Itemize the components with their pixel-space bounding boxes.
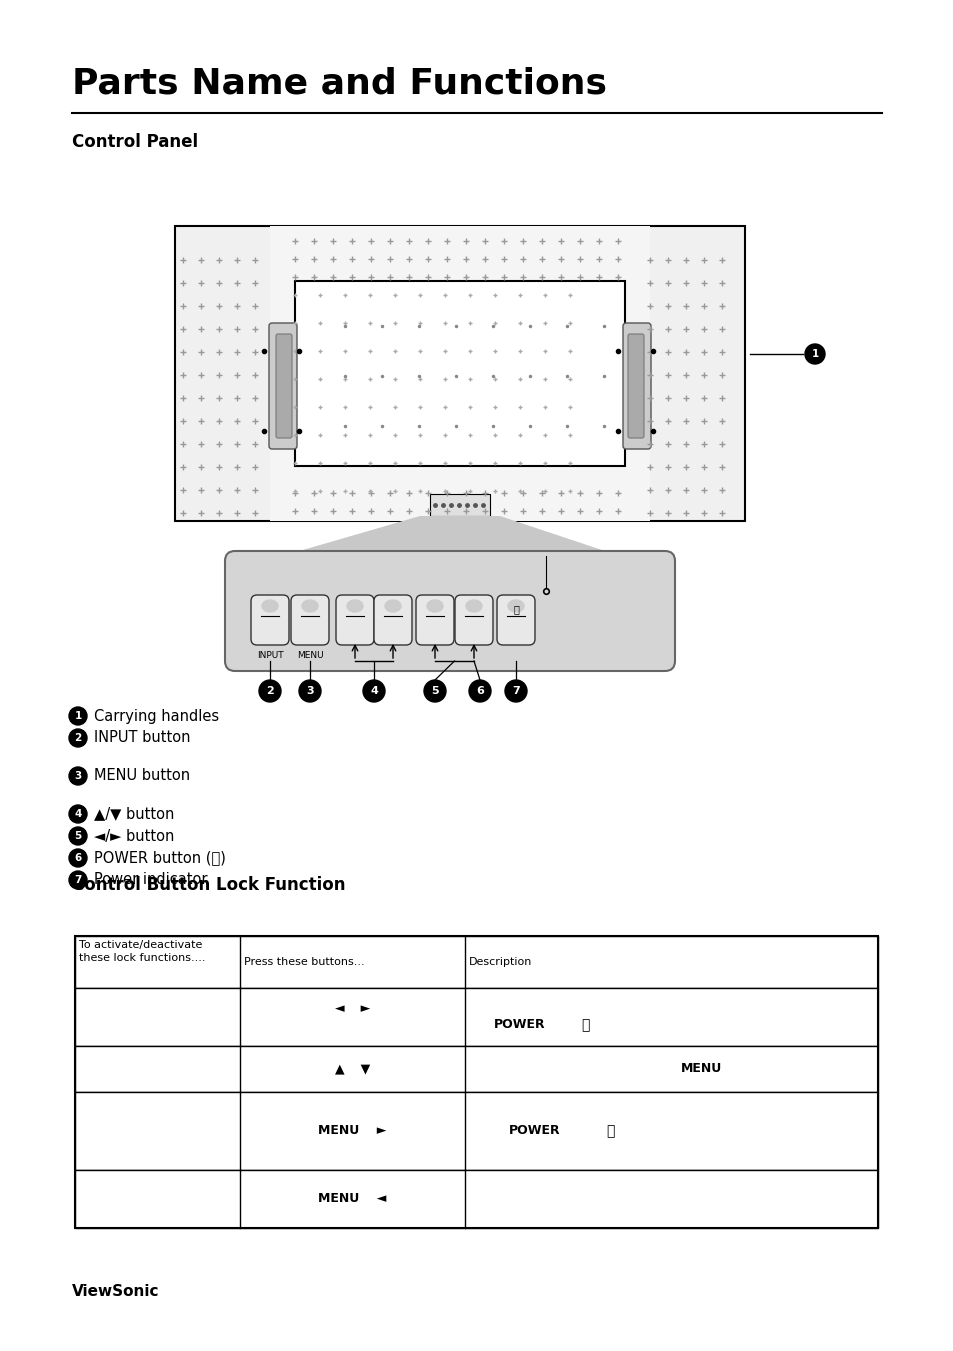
Ellipse shape — [347, 600, 363, 612]
FancyBboxPatch shape — [627, 334, 643, 438]
FancyBboxPatch shape — [455, 594, 493, 644]
Text: ▲/▼ button: ▲/▼ button — [94, 807, 174, 821]
Text: Press these buttons...: Press these buttons... — [244, 957, 364, 967]
Text: ◄    ►: ◄ ► — [335, 1002, 370, 1016]
Text: MENU    ►: MENU ► — [318, 1124, 386, 1138]
Text: 3: 3 — [74, 771, 82, 781]
Circle shape — [69, 827, 87, 844]
Circle shape — [469, 680, 491, 703]
Text: Control Button Lock Function: Control Button Lock Function — [71, 875, 345, 894]
Text: 2: 2 — [74, 734, 82, 743]
Circle shape — [804, 345, 824, 363]
Circle shape — [423, 680, 446, 703]
Text: MENU: MENU — [296, 651, 323, 661]
Text: 7: 7 — [74, 875, 82, 885]
FancyBboxPatch shape — [416, 594, 454, 644]
Text: ⏻: ⏻ — [605, 1124, 614, 1138]
Polygon shape — [265, 516, 635, 561]
FancyBboxPatch shape — [374, 594, 412, 644]
FancyBboxPatch shape — [622, 323, 650, 449]
Circle shape — [69, 871, 87, 889]
Text: MENU button: MENU button — [94, 769, 190, 784]
FancyBboxPatch shape — [430, 494, 490, 516]
Text: Parts Name and Functions: Parts Name and Functions — [71, 66, 606, 100]
FancyBboxPatch shape — [275, 334, 292, 438]
FancyBboxPatch shape — [269, 323, 296, 449]
Text: POWER: POWER — [494, 1019, 545, 1032]
Circle shape — [258, 680, 281, 703]
FancyBboxPatch shape — [174, 226, 744, 521]
Text: ◄/► button: ◄/► button — [94, 828, 174, 843]
Text: ▲    ▼: ▲ ▼ — [335, 1062, 370, 1075]
Text: Carrying handles: Carrying handles — [94, 708, 219, 724]
Circle shape — [69, 707, 87, 725]
FancyBboxPatch shape — [335, 594, 374, 644]
Ellipse shape — [302, 600, 317, 612]
FancyBboxPatch shape — [75, 1170, 877, 1228]
Text: 7: 7 — [512, 686, 519, 696]
Text: Description: Description — [469, 957, 532, 967]
Text: Power indicator: Power indicator — [94, 873, 208, 888]
Text: 2: 2 — [266, 686, 274, 696]
Text: 1: 1 — [74, 711, 82, 721]
Text: 4: 4 — [74, 809, 82, 819]
FancyBboxPatch shape — [291, 594, 329, 644]
Text: 1: 1 — [810, 349, 818, 359]
Text: Control Panel: Control Panel — [71, 132, 198, 151]
Circle shape — [69, 848, 87, 867]
Ellipse shape — [262, 600, 277, 612]
Circle shape — [69, 767, 87, 785]
Text: To activate/deactivate
these lock functions....: To activate/deactivate these lock functi… — [79, 940, 205, 963]
Text: POWER button (⏻): POWER button (⏻) — [94, 851, 226, 866]
Text: 5: 5 — [74, 831, 82, 842]
Circle shape — [298, 680, 320, 703]
FancyBboxPatch shape — [497, 594, 535, 644]
Text: MENU: MENU — [680, 1062, 721, 1075]
Text: 3: 3 — [306, 686, 314, 696]
Text: INPUT: INPUT — [256, 651, 283, 661]
Circle shape — [69, 730, 87, 747]
FancyBboxPatch shape — [251, 594, 289, 644]
Text: 5: 5 — [431, 686, 438, 696]
Ellipse shape — [385, 600, 400, 612]
FancyBboxPatch shape — [75, 1092, 877, 1170]
Circle shape — [504, 680, 526, 703]
FancyBboxPatch shape — [225, 551, 675, 671]
Text: POWER: POWER — [509, 1124, 560, 1138]
FancyBboxPatch shape — [75, 1046, 877, 1092]
Text: ⏻: ⏻ — [580, 1019, 589, 1032]
Ellipse shape — [507, 600, 523, 612]
Circle shape — [363, 680, 385, 703]
FancyBboxPatch shape — [294, 281, 624, 466]
Text: MENU    ◄: MENU ◄ — [318, 1193, 386, 1205]
Text: ⏻: ⏻ — [513, 604, 518, 613]
Ellipse shape — [427, 600, 442, 612]
Text: 6: 6 — [74, 852, 82, 863]
FancyBboxPatch shape — [75, 988, 877, 1046]
FancyBboxPatch shape — [270, 226, 649, 521]
Text: INPUT button: INPUT button — [94, 731, 191, 746]
Ellipse shape — [465, 600, 481, 612]
Circle shape — [69, 805, 87, 823]
Text: 4: 4 — [370, 686, 377, 696]
Text: 6: 6 — [476, 686, 483, 696]
Text: ViewSonic: ViewSonic — [71, 1283, 159, 1300]
FancyBboxPatch shape — [75, 936, 877, 988]
